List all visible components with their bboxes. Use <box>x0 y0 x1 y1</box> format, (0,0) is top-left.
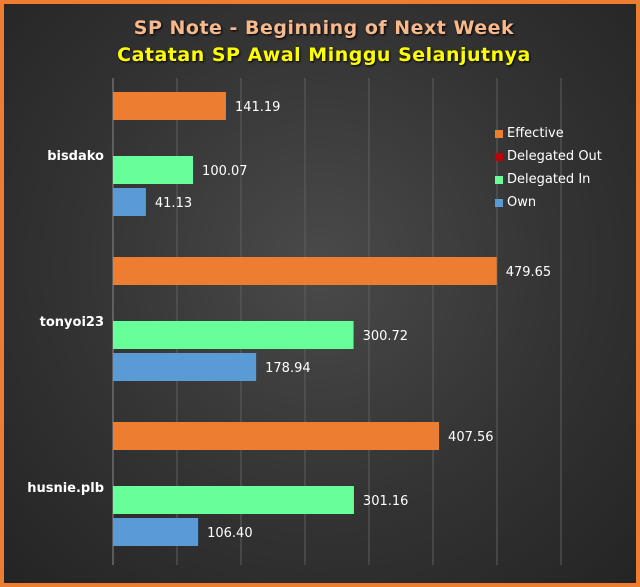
data-label-effective-0: 141.19 <box>235 100 281 115</box>
legend-label-effective: Effective <box>507 126 564 141</box>
data-label-effective-1: 479.65 <box>506 265 551 280</box>
legend-swatch-delegated-out <box>495 152 503 161</box>
data-label-delegated-in-2: 301.16 <box>363 494 409 509</box>
data-label-effective-2: 407.56 <box>448 430 494 445</box>
data-label-own-0: 41.13 <box>155 196 192 211</box>
bar-delegated-in-2 <box>113 486 354 514</box>
data-label-delegated-in-0: 100.07 <box>202 164 248 179</box>
bar-own-2 <box>113 518 199 546</box>
chart-title: SP Note - Beginning of Next Week <box>133 17 515 39</box>
legend-item-effective: Effective <box>495 122 602 145</box>
legend-item-delegated-out: Delegated Out <box>495 145 602 168</box>
legend-swatch-delegated-in <box>495 175 503 184</box>
bar-effective-1 <box>113 257 497 285</box>
category-label-bisdako: bisdako <box>47 149 104 164</box>
data-label-delegated-in-1: 300.72 <box>363 329 409 344</box>
bar-own-0 <box>113 188 146 216</box>
category-label-tonyoi23: tonyoi23 <box>40 315 104 330</box>
legend-label-delegated-in: Delegated In <box>507 172 591 187</box>
legend-item-delegated-in: Delegated In <box>495 168 602 191</box>
legend-label-own: Own <box>507 195 537 210</box>
bar-effective-2 <box>113 422 440 450</box>
bar-own-1 <box>113 353 257 381</box>
chart-subtitle: Catatan SP Awal Minggu Selanjutnya <box>117 44 531 66</box>
data-label-own-2: 106.40 <box>207 526 253 541</box>
data-label-own-1: 178.94 <box>265 361 311 376</box>
legend-item-own: Own <box>495 191 602 214</box>
bar-delegated-in-0 <box>113 156 194 184</box>
bar-delegated-in-1 <box>113 321 354 349</box>
legend-swatch-own <box>495 198 503 207</box>
legend-label-delegated-out: Delegated Out <box>507 149 602 164</box>
legend-swatch-effective <box>495 129 503 138</box>
chart-legend: Effective Delegated Out Delegated In Own <box>495 122 602 214</box>
category-label-husnie-plb: husnie.plb <box>27 481 104 496</box>
bar-effective-0 <box>113 92 226 120</box>
